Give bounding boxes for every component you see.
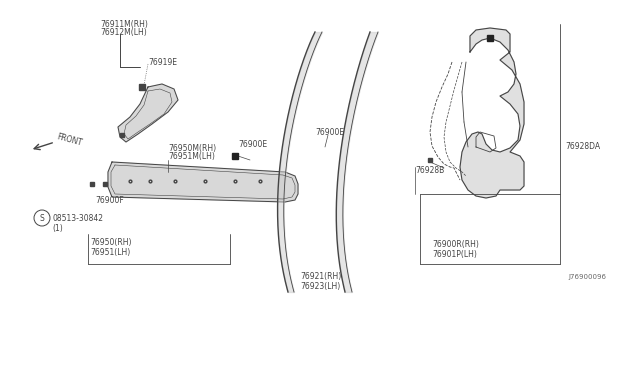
Polygon shape xyxy=(108,162,298,202)
Text: 76919E: 76919E xyxy=(148,58,177,67)
Polygon shape xyxy=(118,84,178,142)
Text: J76900096: J76900096 xyxy=(568,274,606,280)
Text: 76912M(LH): 76912M(LH) xyxy=(100,28,147,36)
Polygon shape xyxy=(460,28,524,198)
Text: 76901P(LH): 76901P(LH) xyxy=(432,250,477,259)
Text: FRONT: FRONT xyxy=(56,132,83,148)
Text: 76900E: 76900E xyxy=(238,140,267,148)
Text: 76923(LH): 76923(LH) xyxy=(300,282,340,292)
Text: 76900F: 76900F xyxy=(95,196,124,205)
Text: 76950M(RH): 76950M(RH) xyxy=(168,144,216,153)
Text: 76900E: 76900E xyxy=(315,128,344,137)
Text: 76951(LH): 76951(LH) xyxy=(90,247,131,257)
Text: 76900R(RH): 76900R(RH) xyxy=(432,240,479,248)
Text: 76911M(RH): 76911M(RH) xyxy=(100,19,148,29)
Text: 76921(RH): 76921(RH) xyxy=(300,273,341,282)
Text: 08513-30842: 08513-30842 xyxy=(52,214,103,222)
Text: (1): (1) xyxy=(52,224,63,232)
Text: 76950(RH): 76950(RH) xyxy=(90,237,131,247)
Text: 76928B: 76928B xyxy=(415,166,444,174)
Text: 76951M(LH): 76951M(LH) xyxy=(168,151,215,160)
Text: 76928DA: 76928DA xyxy=(565,141,600,151)
Text: S: S xyxy=(40,214,44,222)
